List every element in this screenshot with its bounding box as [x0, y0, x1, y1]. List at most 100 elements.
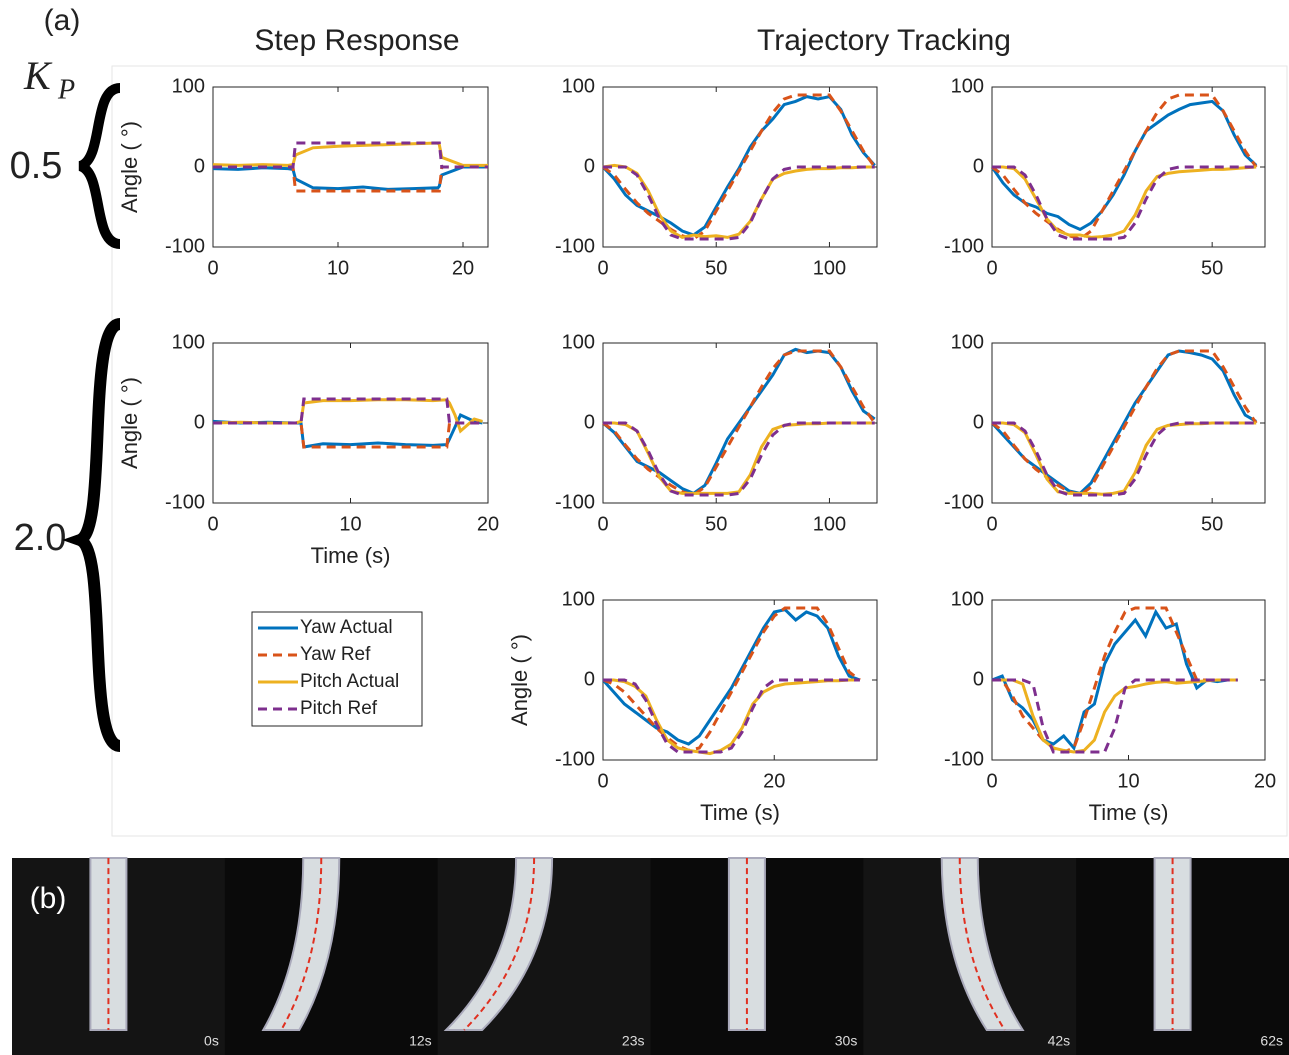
y-tick-label: -100 [555, 748, 595, 770]
x-tick-label: 0 [597, 770, 608, 792]
y-tick-label: 0 [194, 411, 205, 433]
data-line [603, 678, 860, 756]
y-tick-label: 0 [194, 155, 205, 177]
x-tick-label: 20 [452, 257, 474, 279]
data-line [991, 349, 1258, 497]
data-line [602, 349, 876, 497]
x-tick-label: 100 [813, 513, 846, 535]
centerline [280, 857, 323, 1031]
y-axis-label: Angle ( °) [117, 121, 142, 213]
x-axis-label: Time (s) [700, 800, 780, 825]
y-tick-label: 0 [584, 411, 595, 433]
data-line [990, 349, 1257, 496]
x-axis-label: Time (s) [311, 543, 391, 568]
y-tick-label: 100 [951, 588, 984, 610]
legend-label: Pitch Ref [300, 698, 378, 719]
y-tick-label: -100 [944, 235, 984, 257]
x-axis-label: Time (s) [1089, 800, 1169, 825]
y-tick-label: 0 [973, 155, 984, 177]
photo-time: 23s [622, 1033, 645, 1049]
data-line [603, 421, 875, 497]
brace [62, 318, 123, 752]
x-tick-label: 100 [813, 257, 846, 279]
y-tick-label: -100 [165, 235, 205, 257]
y-tick-label: 100 [951, 331, 984, 353]
data-line [992, 678, 1238, 754]
data-line [603, 678, 860, 754]
x-tick-label: 50 [1201, 513, 1223, 535]
photo-time: 0s [204, 1033, 219, 1049]
y-tick-label: 0 [973, 668, 984, 690]
photo-time: 30s [835, 1033, 858, 1049]
y-tick-label: 100 [562, 588, 595, 610]
data-line [602, 163, 875, 239]
x-tick-label: 20 [763, 770, 785, 792]
x-tick-label: 0 [986, 257, 997, 279]
robot-arm [443, 857, 554, 1031]
y-tick-label: -100 [944, 748, 984, 770]
gain-value: 0.5 [10, 145, 63, 187]
data-line [603, 165, 875, 241]
photo-time: 62s [1260, 1033, 1283, 1049]
y-tick-label: 0 [584, 668, 595, 690]
centerline [463, 857, 536, 1031]
y-axis-label: Angle ( °) [507, 634, 532, 726]
y-axis-label: Angle ( °) [117, 377, 142, 469]
gain-subscript: P [57, 74, 75, 105]
data-line [602, 93, 876, 241]
y-tick-label: -100 [555, 491, 595, 513]
photo-time: 42s [1048, 1033, 1071, 1049]
brace [77, 83, 122, 249]
x-tick-label: 20 [477, 513, 499, 535]
y-tick-label: -100 [165, 491, 205, 513]
data-line [601, 607, 861, 746]
x-tick-label: 0 [986, 770, 997, 792]
data-line [992, 165, 1257, 241]
legend-label: Yaw Actual [300, 617, 393, 638]
gain-value: 2.0 [14, 517, 67, 559]
panel-frame [111, 65, 1288, 837]
x-tick-label: 0 [597, 257, 608, 279]
legend-label: Yaw Ref [300, 644, 371, 665]
y-tick-label: -100 [944, 491, 984, 513]
panel-label: (a) [44, 4, 81, 37]
legend-box [251, 611, 423, 727]
photo-time: 12s [409, 1033, 432, 1049]
y-tick-label: 100 [562, 75, 595, 97]
x-tick-label: 50 [1201, 257, 1223, 279]
x-tick-label: 50 [705, 513, 727, 535]
data-line [213, 397, 483, 425]
column-title: Step Response [254, 24, 459, 57]
y-tick-label: 100 [562, 331, 595, 353]
data-line [991, 93, 1258, 241]
x-tick-label: 10 [339, 513, 361, 535]
y-tick-label: 100 [172, 75, 205, 97]
gain-symbol: K [23, 53, 53, 98]
y-tick-label: 0 [584, 155, 595, 177]
x-tick-label: 50 [705, 257, 727, 279]
panel-label: (b) [30, 882, 67, 915]
y-tick-label: 100 [172, 331, 205, 353]
x-tick-label: 10 [327, 257, 349, 279]
x-tick-label: 10 [1117, 770, 1139, 792]
x-tick-label: 0 [207, 257, 218, 279]
data-line [990, 99, 1258, 232]
data-line [602, 606, 861, 752]
data-line [992, 421, 1257, 497]
y-tick-label: 0 [973, 411, 984, 433]
x-tick-label: 0 [207, 513, 218, 535]
y-tick-label: 100 [951, 75, 984, 97]
x-tick-label: 0 [597, 513, 608, 535]
x-tick-label: 20 [1254, 770, 1276, 792]
data-line [213, 141, 488, 169]
x-tick-label: 0 [986, 513, 997, 535]
legend-label: Pitch Actual [300, 671, 399, 692]
data-line [992, 678, 1238, 754]
column-title: Trajectory Tracking [757, 24, 1011, 57]
data-line [991, 608, 1238, 752]
photo-strip: 0s 12s 23s 30s 42s 62s [12, 857, 1289, 1055]
centerline [958, 857, 1006, 1031]
y-tick-label: -100 [555, 235, 595, 257]
data-line [992, 165, 1257, 239]
